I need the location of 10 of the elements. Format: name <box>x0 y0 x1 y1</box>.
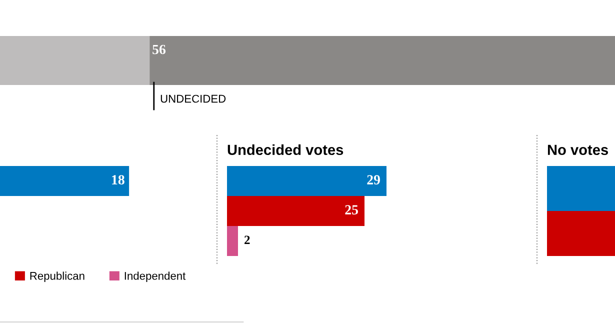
legend-label: Independent <box>124 272 186 282</box>
data-label: 56 <box>152 44 166 54</box>
chart-title: Undecided votes <box>228 144 344 156</box>
data-label: 2 <box>244 236 250 244</box>
legend-label: Republican <box>30 272 84 282</box>
text: UNDECIDED <box>160 94 226 103</box>
chart-title: No votes <box>548 144 608 156</box>
data-label: 18 <box>112 175 124 184</box>
data-label: 25 <box>345 205 358 214</box>
data-label: 29 <box>367 175 380 184</box>
